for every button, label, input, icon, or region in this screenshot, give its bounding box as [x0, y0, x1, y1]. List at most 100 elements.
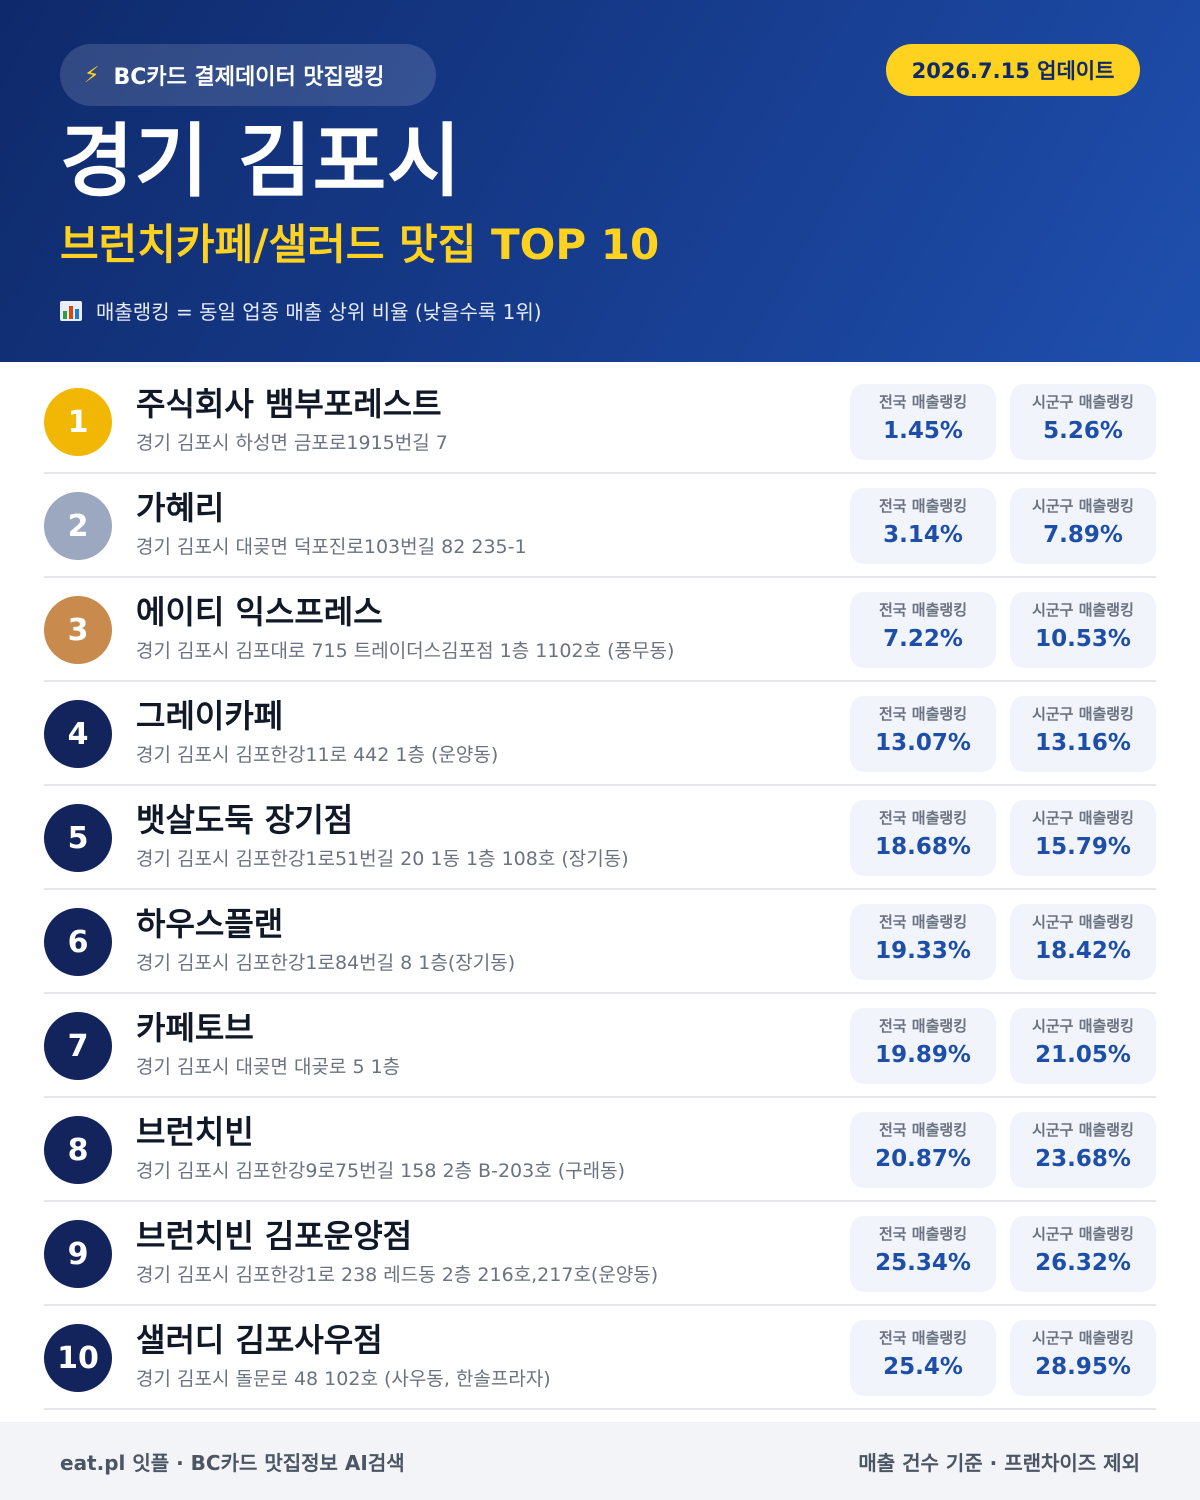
bar-chart-icon	[60, 300, 82, 321]
rank-badge: 2	[44, 492, 112, 560]
restaurant-address: 경기 김포시 김포한강1로51번길 20 1동 1층 108호 (장기동)	[136, 848, 629, 870]
national-ranking-label: 전국 매출랭킹	[878, 809, 968, 827]
national-ranking-value: 18.68%	[875, 834, 971, 860]
local-ranking-card: 시군구 매출랭킹 10.53%	[1010, 592, 1156, 668]
national-ranking-label: 전국 매출랭킹	[878, 705, 968, 723]
national-ranking-label: 전국 매출랭킹	[878, 1225, 968, 1243]
local-ranking-label: 시군구 매출랭킹	[1032, 809, 1134, 827]
local-ranking-value: 23.68%	[1035, 1146, 1131, 1172]
restaurant-address: 경기 김포시 김포한강1로 238 레드동 2층 216호,217호(운양동)	[136, 1264, 659, 1286]
restaurant-name[interactable]: 주식회사 뱀부포레스트	[136, 385, 442, 423]
national-ranking-value: 1.45%	[883, 418, 963, 444]
restaurant-name[interactable]: 뱃살도둑 장기점	[136, 801, 354, 839]
rank-badge: 6	[44, 908, 112, 976]
national-ranking-value: 19.33%	[875, 938, 971, 964]
restaurant-address: 경기 김포시 김포한강1로84번길 8 1층(장기동)	[136, 952, 516, 974]
local-ranking-value: 28.95%	[1035, 1354, 1131, 1380]
local-ranking-label: 시군구 매출랭킹	[1032, 1329, 1134, 1347]
restaurant-name[interactable]: 샐러디 김포사우점	[136, 1321, 383, 1359]
footer-criteria: 매출 건수 기준 · 프랜차이즈 제외	[858, 1450, 1140, 1475]
update-date-badge: 2026.7.15 업데이트	[886, 44, 1140, 96]
source-pill: ⚡ BC카드 결제데이터 맛집랭킹	[60, 44, 436, 106]
restaurant-name[interactable]: 카페토브	[136, 1009, 254, 1047]
ranking-note: 매출랭킹 = 동일 업종 매출 상위 비율 (낮을수록 1위)	[60, 296, 542, 325]
ranking-note-text: 매출랭킹 = 동일 업종 매출 상위 비율 (낮을수록 1위)	[96, 300, 542, 324]
local-ranking-value: 5.26%	[1043, 418, 1123, 444]
restaurant-row[interactable]: 9 브런치빈 김포운양점 경기 김포시 김포한강1로 238 레드동 2층 216호…	[44, 1202, 1156, 1306]
restaurant-row[interactable]: 3 에이티 익스프레스 경기 김포시 김포대로 715 트레이더스김포점 1층 11…	[44, 578, 1156, 682]
national-ranking-label: 전국 매출랭킹	[878, 393, 968, 411]
restaurant-name[interactable]: 하우스플랜	[136, 905, 284, 943]
national-ranking-label: 전국 매출랭킹	[878, 1329, 968, 1347]
national-ranking-card: 전국 매출랭킹 3.14%	[850, 488, 996, 564]
local-ranking-card: 시군구 매출랭킹 26.32%	[1010, 1216, 1156, 1292]
local-ranking-value: 15.79%	[1035, 834, 1131, 860]
national-ranking-card: 전국 매출랭킹 25.4%	[850, 1320, 996, 1396]
restaurant-address: 경기 김포시 대곶면 대곶로 5 1층	[136, 1056, 401, 1078]
restaurant-row[interactable]: 1 주식회사 뱀부포레스트 경기 김포시 하성면 금포로1915번길 7 전국 매출랭…	[44, 370, 1156, 474]
national-ranking-card: 전국 매출랭킹 19.89%	[850, 1008, 996, 1084]
source-label: BC카드 결제데이터 맛집랭킹	[113, 65, 385, 90]
national-ranking-value: 19.89%	[875, 1042, 971, 1068]
national-ranking-card: 전국 매출랭킹 13.07%	[850, 696, 996, 772]
page-subtitle: 브런치카페/샐러드 맛집 TOP 10	[60, 220, 660, 269]
local-ranking-card: 시군구 매출랭킹 5.26%	[1010, 384, 1156, 460]
restaurant-name[interactable]: 브런치빈	[136, 1113, 254, 1151]
local-ranking-card: 시군구 매출랭킹 18.42%	[1010, 904, 1156, 980]
local-ranking-value: 7.89%	[1043, 522, 1123, 548]
local-ranking-label: 시군구 매출랭킹	[1032, 393, 1134, 411]
footer: eat.pl 잇플 · BC카드 맛집정보 AI검색 매출 건수 기준 · 프랜…	[0, 1422, 1200, 1500]
national-ranking-value: 25.34%	[875, 1250, 971, 1276]
rank-badge: 10	[44, 1324, 112, 1392]
local-ranking-card: 시군구 매출랭킹 21.05%	[1010, 1008, 1156, 1084]
local-ranking-value: 18.42%	[1035, 938, 1131, 964]
local-ranking-value: 21.05%	[1035, 1042, 1131, 1068]
national-ranking-card: 전국 매출랭킹 20.87%	[850, 1112, 996, 1188]
local-ranking-value: 13.16%	[1035, 730, 1131, 756]
local-ranking-card: 시군구 매출랭킹 23.68%	[1010, 1112, 1156, 1188]
national-ranking-label: 전국 매출랭킹	[878, 601, 968, 619]
local-ranking-value: 26.32%	[1035, 1250, 1131, 1276]
restaurant-name[interactable]: 에이티 익스프레스	[136, 593, 383, 631]
rank-badge: 5	[44, 804, 112, 872]
restaurant-name[interactable]: 가혜리	[136, 489, 225, 527]
national-ranking-label: 전국 매출랭킹	[878, 913, 968, 931]
restaurant-address: 경기 김포시 김포대로 715 트레이더스김포점 1층 1102호 (풍무동)	[136, 640, 675, 662]
page-title: 경기 김포시	[60, 115, 462, 208]
restaurant-row[interactable]: 7 카페토브 경기 김포시 대곶면 대곶로 5 1층 전국 매출랭킹 19.89% 시군구…	[44, 994, 1156, 1098]
local-ranking-card: 시군구 매출랭킹 13.16%	[1010, 696, 1156, 772]
local-ranking-label: 시군구 매출랭킹	[1032, 601, 1134, 619]
restaurant-address: 경기 김포시 대곶면 덕포진로103번길 82 235-1	[136, 536, 527, 558]
local-ranking-card: 시군구 매출랭킹 7.89%	[1010, 488, 1156, 564]
local-ranking-value: 10.53%	[1035, 626, 1131, 652]
national-ranking-label: 전국 매출랭킹	[878, 1121, 968, 1139]
national-ranking-card: 전국 매출랭킹 7.22%	[850, 592, 996, 668]
restaurant-name[interactable]: 브런치빈 김포운양점	[136, 1217, 413, 1255]
restaurant-name[interactable]: 그레이카페	[136, 697, 284, 735]
national-ranking-card: 전국 매출랭킹 18.68%	[850, 800, 996, 876]
national-ranking-value: 13.07%	[875, 730, 971, 756]
local-ranking-label: 시군구 매출랭킹	[1032, 1121, 1134, 1139]
local-ranking-label: 시군구 매출랭킹	[1032, 497, 1134, 515]
national-ranking-value: 7.22%	[883, 626, 963, 652]
national-ranking-card: 전국 매출랭킹 19.33%	[850, 904, 996, 980]
restaurant-address: 경기 김포시 하성면 금포로1915번길 7	[136, 432, 448, 454]
restaurant-row[interactable]: 4 그레이카페 경기 김포시 김포한강11로 442 1층 (운양동) 전국 매출랭킹…	[44, 682, 1156, 786]
local-ranking-card: 시군구 매출랭킹 15.79%	[1010, 800, 1156, 876]
restaurant-address: 경기 김포시 돌문로 48 102호 (사우동, 한솔프라자)	[136, 1368, 551, 1390]
restaurant-address: 경기 김포시 김포한강9로75번길 158 2층 B-203호 (구래동)	[136, 1160, 625, 1182]
rank-badge: 8	[44, 1116, 112, 1184]
local-ranking-label: 시군구 매출랭킹	[1032, 1017, 1134, 1035]
restaurant-address: 경기 김포시 김포한강11로 442 1층 (운양동)	[136, 744, 499, 766]
local-ranking-card: 시군구 매출랭킹 28.95%	[1010, 1320, 1156, 1396]
lightning-icon: ⚡	[84, 62, 100, 88]
national-ranking-card: 전국 매출랭킹 1.45%	[850, 384, 996, 460]
national-ranking-card: 전국 매출랭킹 25.34%	[850, 1216, 996, 1292]
footer-source: eat.pl 잇플 · BC카드 맛집정보 AI검색	[60, 1450, 405, 1475]
local-ranking-label: 시군구 매출랭킹	[1032, 705, 1134, 723]
